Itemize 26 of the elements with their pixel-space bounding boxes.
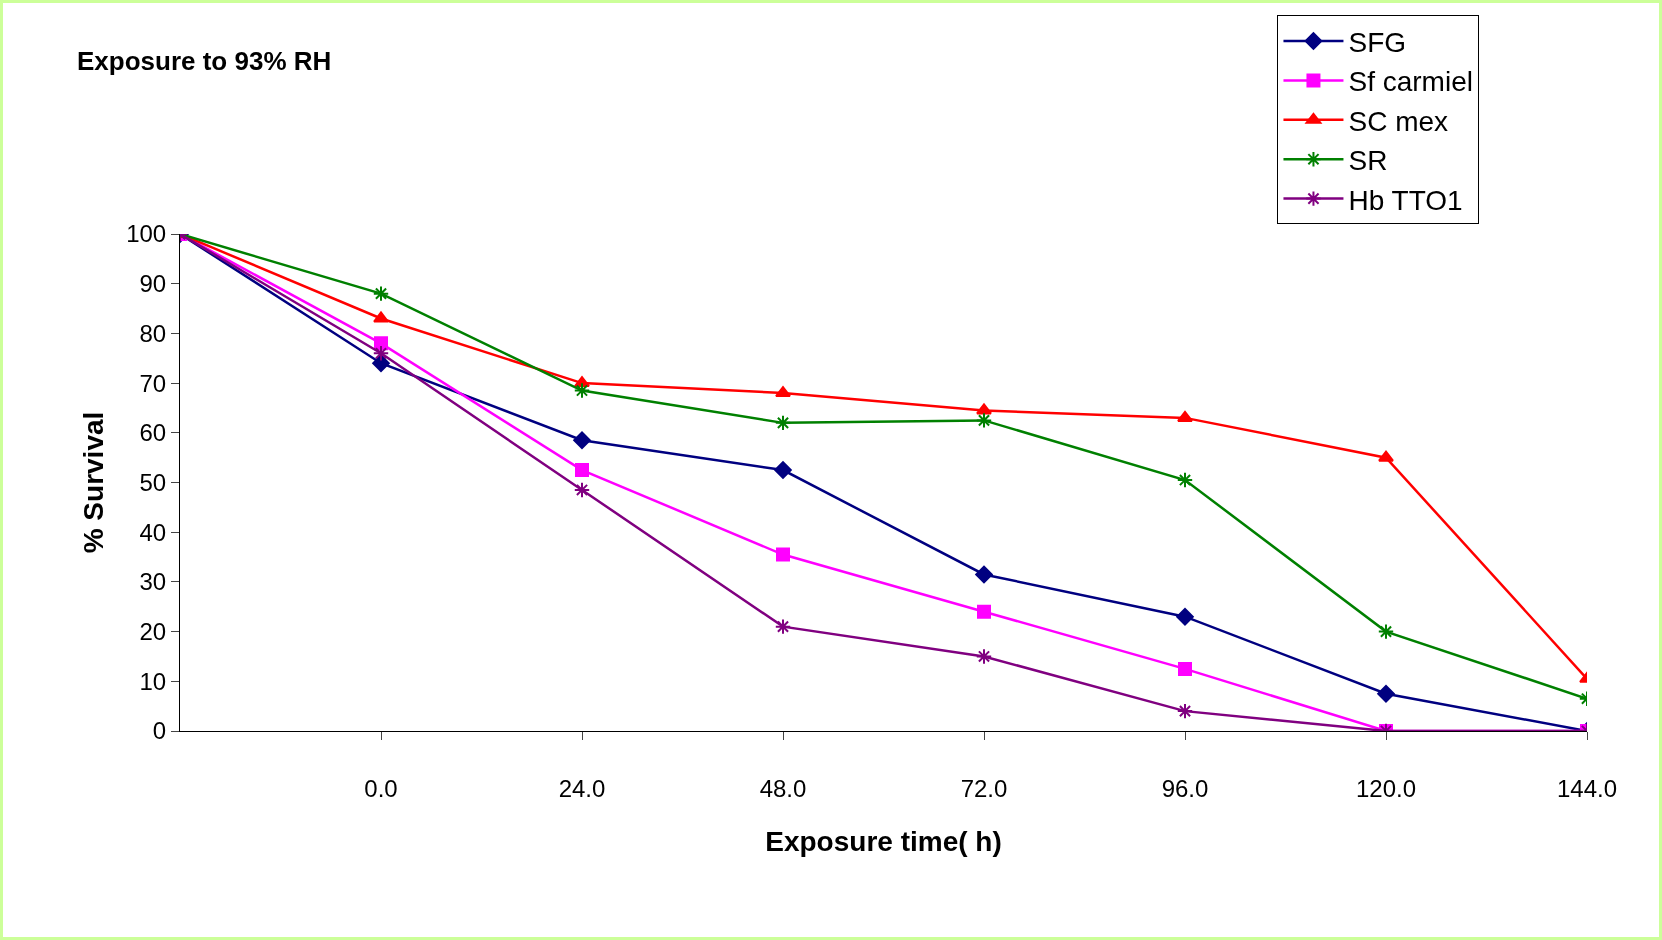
- y-tick-label: 0: [152, 717, 167, 745]
- x-tick-label: 72.0: [960, 774, 1008, 802]
- y-tick-label: 10: [139, 667, 167, 695]
- y-tick-label: 40: [139, 518, 167, 546]
- y-tick-label: 100: [126, 220, 167, 248]
- y-tick-label: 80: [139, 319, 167, 347]
- legend-label: SC mex: [1348, 105, 1449, 137]
- x-tick-label: 48.0: [759, 774, 807, 802]
- y-tick-label: 70: [139, 369, 167, 397]
- x-tick-label: 0.0: [364, 774, 398, 802]
- y-axis-title: % Survival: [77, 411, 109, 554]
- legend-label: SFG: [1348, 26, 1407, 58]
- y-tick-label: 90: [139, 270, 167, 298]
- legend-label: SR: [1348, 145, 1388, 177]
- legend-label: Hb TTO1: [1348, 184, 1463, 216]
- y-tick-label: 30: [139, 568, 167, 596]
- x-tick-label: 144.0: [1556, 774, 1618, 802]
- y-tick-label: 20: [139, 618, 167, 645]
- y-tick-label: 60: [139, 419, 167, 447]
- legend-label: Sf carmiel: [1348, 66, 1473, 98]
- chart-title: Exposure to 93% RH: [77, 46, 332, 77]
- x-axis-title: Exposure time( h): [765, 825, 1002, 857]
- x-tick-label: 96.0: [1161, 774, 1209, 802]
- x-tick-label: 24.0: [558, 774, 606, 802]
- y-tick-label: 50: [139, 468, 167, 496]
- x-tick-label: 120.0: [1355, 774, 1417, 802]
